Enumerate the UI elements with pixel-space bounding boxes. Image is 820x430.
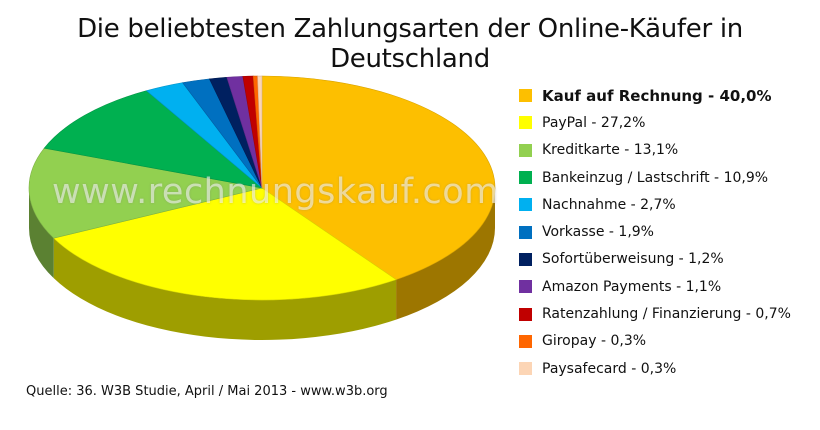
legend-label: PayPal - 27,2%	[542, 114, 646, 131]
legend-label: Bankeinzug / Lastschrift - 10,9%	[542, 169, 769, 186]
pie-slice-10	[257, 75, 263, 189]
legend-item: Amazon Payments - 1,1%	[519, 273, 791, 300]
legend-item: Giropay - 0,3%	[519, 328, 791, 355]
legend-item: Bankeinzug / Lastschrift - 10,9%	[519, 164, 791, 191]
pie-side-1	[53, 238, 397, 340]
legend-swatch	[519, 143, 532, 157]
chart-title: Die beliebtesten Zahlungsarten der Onlin…	[77, 14, 743, 74]
legend-swatch	[519, 362, 532, 376]
legend-label: Kreditkarte - 13,1%	[542, 142, 679, 159]
legend-label: Sofortüberweisung - 1,2%	[542, 251, 724, 268]
legend-swatch	[519, 198, 532, 212]
legend-label: Ratenzahlung / Finanzierung - 0,7%	[542, 306, 791, 323]
legend-label: Kauf auf Rechnung - 40,0%	[542, 86, 772, 105]
pie-chart	[28, 75, 496, 340]
legend-item: Nachnahme - 2,7%	[519, 191, 791, 218]
legend-swatch	[519, 89, 532, 103]
legend-swatch	[519, 252, 532, 266]
legend-label: Paysafecard - 0,3%	[542, 360, 677, 377]
legend-swatch	[519, 225, 532, 239]
legend-item: Kreditkarte - 13,1%	[519, 137, 791, 164]
legend-item: Vorkasse - 1,9%	[519, 218, 791, 245]
pie-slice-2	[28, 147, 263, 239]
legend-item: Sofortüberweisung - 1,2%	[519, 246, 791, 273]
source-note: Quelle: 36. W3B Studie, April / Mai 2013…	[26, 384, 388, 399]
legend-label: Giropay - 0,3%	[542, 333, 647, 350]
legend-swatch	[519, 116, 532, 130]
legend-item: Kauf auf Rechnung - 40,0%	[519, 82, 791, 109]
legend-swatch	[519, 307, 532, 321]
watermark-text: www.rechnungskauf.com	[52, 172, 499, 212]
legend-label: Vorkasse - 1,9%	[542, 224, 654, 241]
legend: Kauf auf Rechnung - 40,0% PayPal - 27,2% K…	[519, 82, 791, 382]
legend-swatch	[519, 280, 532, 294]
pie-slice-1	[53, 187, 397, 301]
legend-label: Nachnahme - 2,7%	[542, 196, 676, 213]
pie-slice-3	[43, 90, 264, 189]
legend-item: Paysafecard - 0,3%	[519, 355, 791, 382]
pie-side-0	[396, 188, 495, 320]
legend-item: PayPal - 27,2%	[519, 109, 791, 136]
pie-slice-0	[261, 75, 496, 280]
legend-item: Ratenzahlung / Finanzierung - 0,7%	[519, 300, 791, 327]
legend-label: Amazon Payments - 1,1%	[542, 278, 722, 295]
pie-side-2	[29, 188, 54, 279]
legend-swatch	[519, 334, 532, 348]
legend-swatch	[519, 171, 532, 185]
